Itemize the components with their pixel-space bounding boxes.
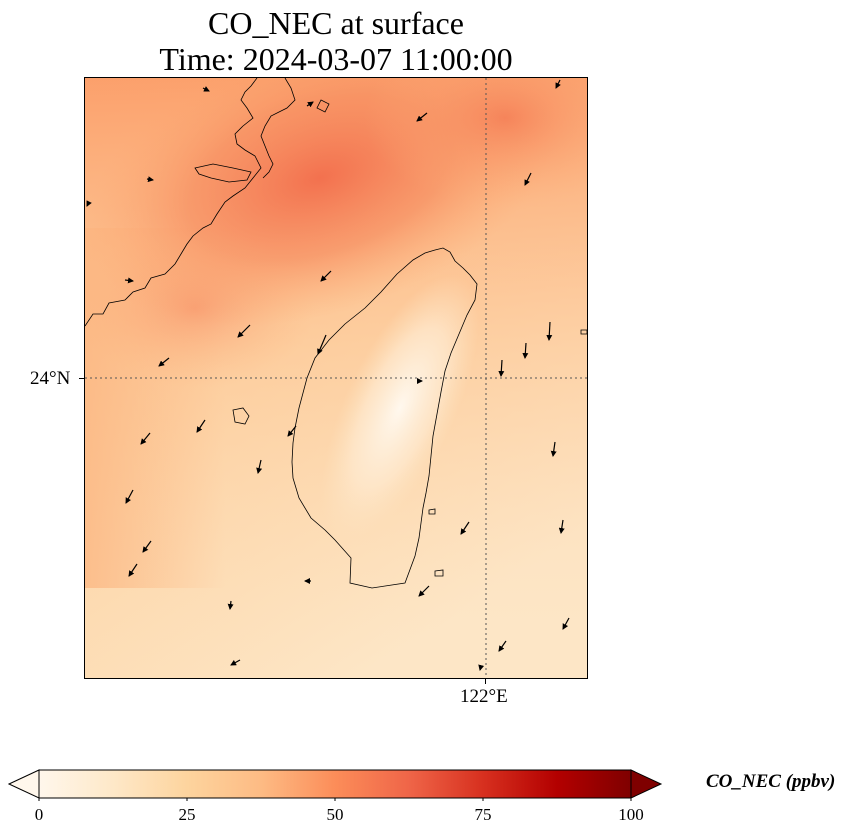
wind-arrow xyxy=(418,585,430,597)
colorbar-tick-label: 25 xyxy=(178,805,196,824)
taiwan-coastline xyxy=(291,247,478,589)
island-b xyxy=(316,99,330,113)
wind-arrow xyxy=(524,172,532,186)
wind-arrow xyxy=(498,640,507,652)
gridlines xyxy=(85,78,587,678)
colorbar-extend-max xyxy=(630,769,663,799)
island-a xyxy=(194,163,252,183)
wind-arrow xyxy=(230,659,241,666)
plot-title-line2: Time: 2024-03-07 11:00:00 xyxy=(159,41,513,77)
longitude-tick-label: 122°E xyxy=(460,686,508,707)
coastline xyxy=(85,78,587,589)
mainland-coastline xyxy=(85,78,296,327)
wind-arrow xyxy=(320,270,332,282)
latitude-tick-label: 24°N xyxy=(30,368,71,389)
wind-arrow xyxy=(124,277,134,284)
wind-arrow xyxy=(306,101,314,108)
wind-arrow xyxy=(478,664,485,671)
wind-arrow xyxy=(562,617,570,630)
islet-east xyxy=(580,329,587,335)
islet-south xyxy=(428,508,436,515)
islet-south2 xyxy=(434,569,444,577)
map-panel[interactable] xyxy=(85,78,587,678)
wind-arrow xyxy=(158,357,170,367)
colorbar xyxy=(8,769,663,801)
wind-arrow xyxy=(142,540,152,553)
colorbar-label: CO_NEC (ppbv) xyxy=(706,771,836,792)
lon-tick-mark xyxy=(485,678,486,684)
colorbar-tick-label: 0 xyxy=(34,805,44,824)
plot-title-line1: CO_NEC at surface xyxy=(208,5,464,41)
wind-arrow xyxy=(146,176,154,183)
map-canvas xyxy=(85,78,587,678)
wind-arrow xyxy=(555,79,561,89)
wind-arrow xyxy=(498,359,505,377)
wind-arrow xyxy=(460,521,470,535)
wind-arrow xyxy=(558,519,565,534)
wind-arrow xyxy=(317,334,327,355)
wind-arrow xyxy=(550,441,557,457)
wind-arrow xyxy=(287,425,297,437)
wind-arrow xyxy=(546,321,553,341)
wind-arrow xyxy=(196,419,206,433)
colorbar-ticks xyxy=(38,798,632,801)
wind-arrow xyxy=(128,563,138,577)
wind-arrow xyxy=(416,112,428,122)
colorbar-tick-label: 100 xyxy=(618,805,644,824)
colorbar-tick-label: 75 xyxy=(474,805,492,824)
wind-arrow xyxy=(202,86,210,92)
colorbar-tick-label: 50 xyxy=(326,805,344,824)
lat-tick-mark xyxy=(79,378,85,379)
wind-arrow xyxy=(227,600,234,610)
wind-arrow xyxy=(237,324,251,338)
wind-vectors xyxy=(86,79,570,671)
wind-arrow xyxy=(522,342,529,359)
wind-arrow xyxy=(125,489,134,504)
colorbar-extend-min xyxy=(8,769,40,799)
wind-arrow xyxy=(86,200,92,207)
wind-arrow xyxy=(256,459,263,474)
wind-arrow xyxy=(140,432,151,445)
island-c xyxy=(232,407,250,425)
colorbar-gradient xyxy=(38,769,632,799)
map-border xyxy=(84,77,588,679)
